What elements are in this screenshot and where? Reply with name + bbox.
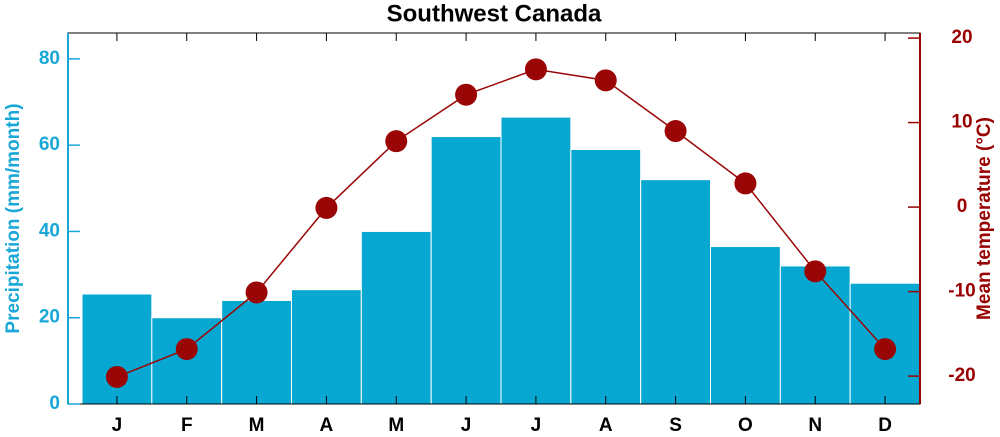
x-tick-label: J: [531, 415, 542, 436]
x-tick-label: O: [738, 415, 753, 436]
temperature-point: [245, 281, 268, 304]
y2-tick-label: 10: [951, 112, 972, 133]
temperature-point: [804, 260, 827, 283]
bar: [430, 136, 502, 405]
temperature-point: [385, 130, 408, 153]
y-tick-label: 40: [39, 220, 60, 241]
y-tick-label: 0: [49, 393, 60, 414]
bar: [500, 116, 572, 405]
x-tick-label: J: [112, 415, 123, 436]
y-tick-label: 20: [39, 307, 60, 328]
bar: [221, 299, 293, 405]
x-tick-label: N: [808, 415, 822, 436]
x-tick-label: M: [388, 415, 404, 436]
temperature-line: [116, 68, 886, 378]
temperature-point: [734, 172, 757, 195]
y-tick-label: 60: [39, 134, 60, 155]
bar: [360, 230, 432, 405]
bar: [291, 289, 362, 405]
temperature-point: [594, 69, 617, 92]
x-tick-label: S: [669, 415, 682, 436]
x-tick-label: A: [599, 415, 613, 436]
bar: [779, 265, 851, 405]
bar: [151, 317, 223, 405]
x-tick-label: A: [320, 415, 334, 436]
temperature-point: [175, 338, 198, 361]
x-tick-label: M: [249, 415, 265, 436]
y-axis-label: Precipitation (mm/month): [3, 103, 24, 333]
y-tick-label: 80: [39, 48, 60, 69]
x-tick-label: J: [461, 415, 472, 436]
bar: [710, 246, 781, 405]
y2-axis-label: Mean temperature (°C): [974, 117, 995, 320]
x-tick-label: F: [181, 415, 193, 436]
temperature-point: [524, 58, 547, 81]
temperature-point: [664, 120, 687, 143]
temperature-point: [315, 196, 338, 219]
y2-tick-label: -20: [948, 365, 975, 386]
chart-title: Southwest Canada: [387, 0, 602, 27]
bar: [570, 148, 642, 405]
bar: [640, 179, 712, 405]
temperature-point: [455, 83, 478, 106]
y2-tick-label: -10: [948, 281, 975, 302]
temperature-point: [874, 338, 897, 361]
y2-tick-label: 0: [957, 196, 968, 217]
x-tick-label: D: [878, 415, 892, 436]
temperature-point: [105, 365, 128, 388]
y2-tick-label: 20: [951, 27, 972, 48]
